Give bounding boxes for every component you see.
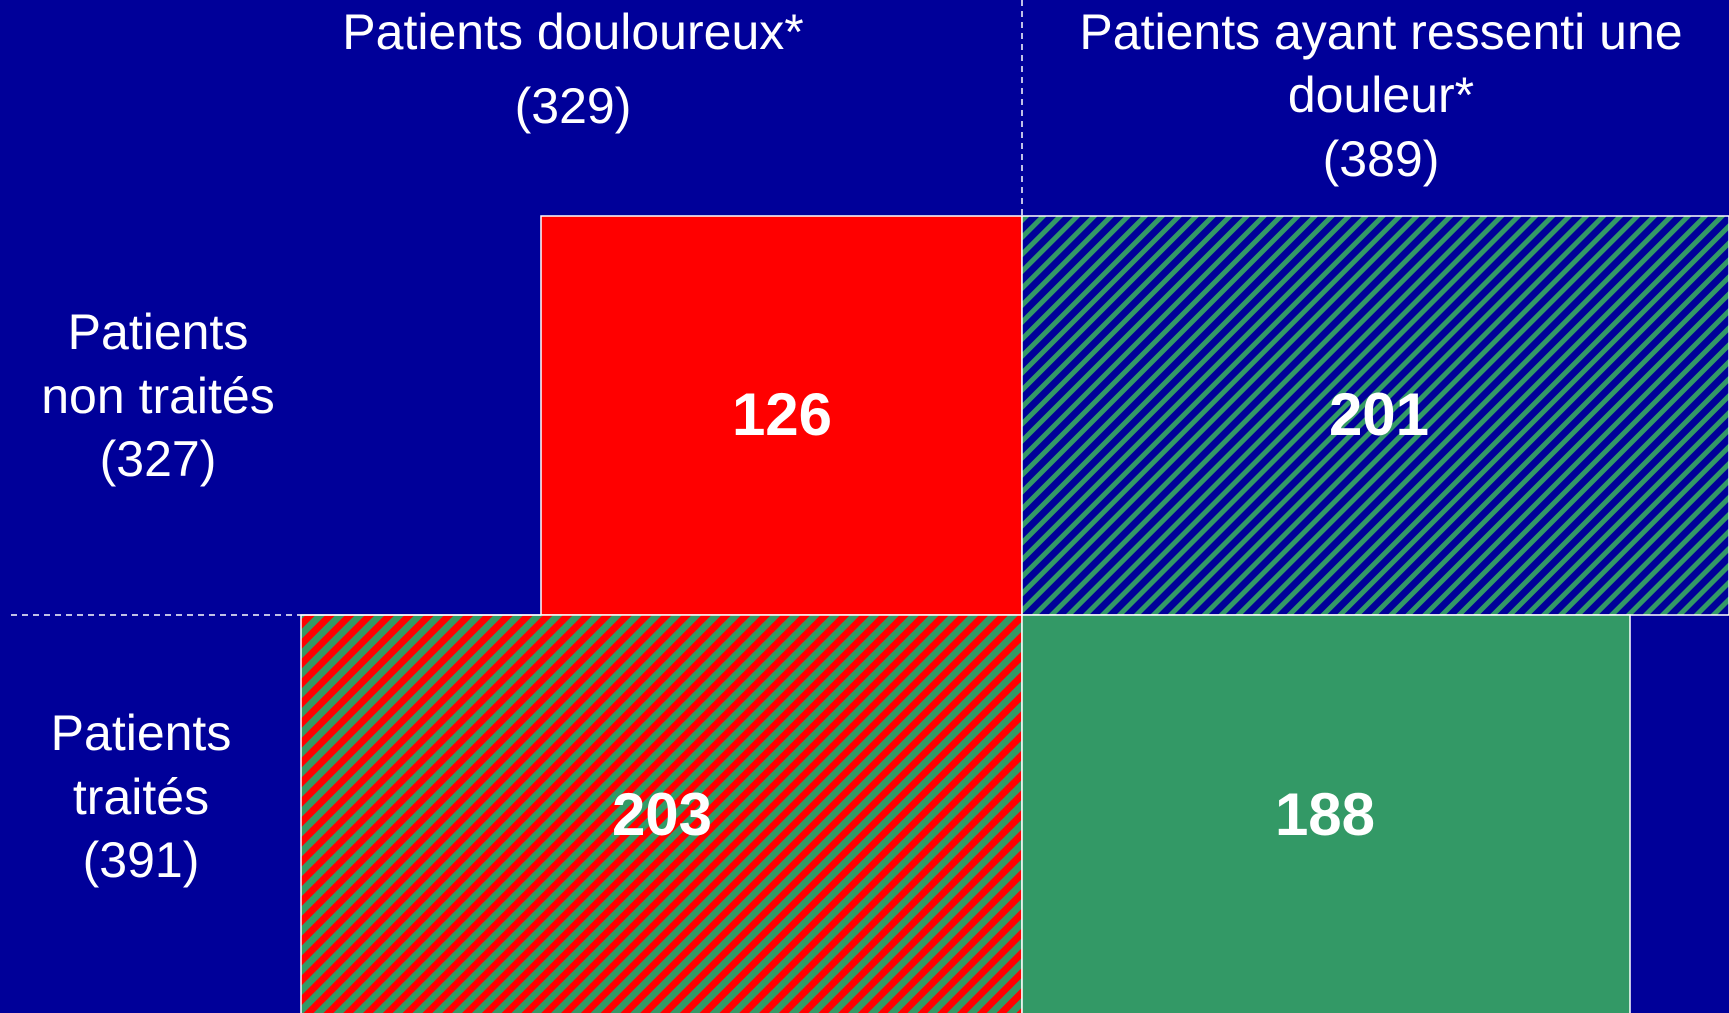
- column-count: (329): [515, 78, 632, 134]
- cell-green: [1021, 614, 1631, 1013]
- row-header: Patients: [51, 705, 232, 761]
- row-header: traités: [73, 769, 209, 825]
- row-count: (391): [83, 832, 200, 888]
- row-count: (327): [100, 431, 217, 487]
- column-header: Patients ayant ressenti une: [1079, 4, 1682, 60]
- column-header: douleur*: [1288, 67, 1474, 123]
- cell-red-hatch: [300, 614, 1023, 1013]
- cell-value: 201: [1329, 381, 1429, 448]
- row-header: Patients: [68, 304, 249, 360]
- cell-value: 188: [1275, 781, 1375, 848]
- cell-value: 203: [612, 781, 712, 848]
- row-header: non traités: [41, 368, 274, 424]
- column-count: (389): [1323, 131, 1440, 187]
- cell-value: 126: [732, 381, 832, 448]
- cell-red: [540, 215, 1023, 616]
- cell-blue-hatch: [1021, 215, 1729, 616]
- column-header: Patients douloureux*: [342, 4, 803, 60]
